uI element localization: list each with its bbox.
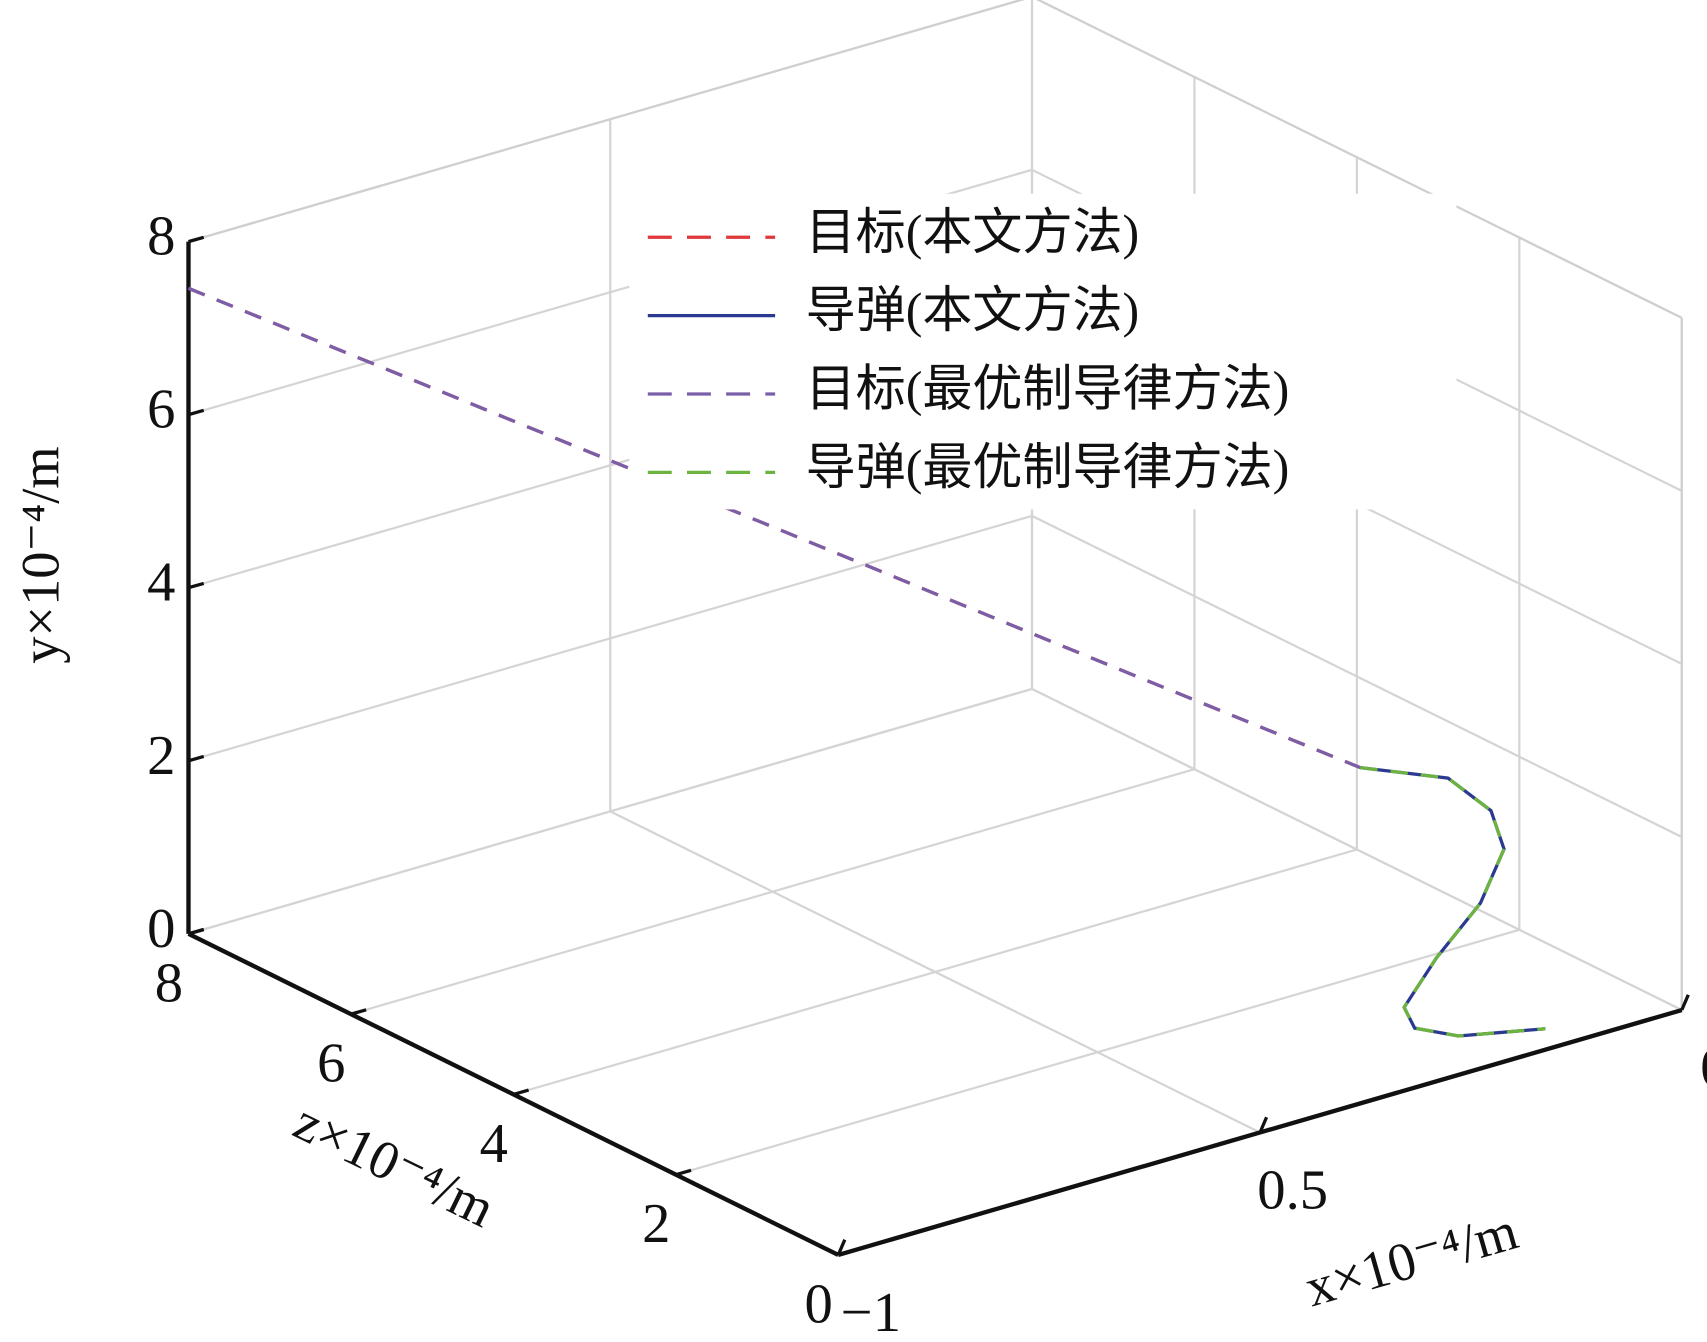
- z-tick: [837, 1249, 854, 1257]
- z-axis-title: z×10⁻⁴/m: [285, 1091, 504, 1239]
- z-tick: [675, 1168, 692, 1177]
- y-tick-label: 0: [147, 898, 175, 960]
- y-tick: [188, 927, 205, 936]
- y-tick: [188, 754, 205, 763]
- series-line: [1360, 766, 1546, 1038]
- x-tick: [1680, 994, 1690, 1011]
- legend-label: 目标(本文方法): [806, 204, 1140, 260]
- x-tick-label: 0.5: [1257, 1160, 1328, 1222]
- z-tick-label: 6: [317, 1033, 345, 1095]
- box-edge: [1036, 0, 1683, 319]
- x-tick-label: 0: [1700, 1037, 1707, 1099]
- y-tick-label: 4: [147, 552, 175, 614]
- legend-label: 目标(最优制导律方法): [806, 360, 1290, 416]
- z-tick-label: 4: [480, 1113, 508, 1175]
- z-tick: [350, 1008, 367, 1016]
- y-tick: [188, 581, 205, 590]
- y-axis-title: y×10⁻⁴/m: [10, 446, 70, 663]
- grid-line: [675, 928, 1520, 1176]
- z-tick: [512, 1088, 530, 1096]
- z-axis: [187, 931, 840, 1257]
- x-tick: [1258, 1116, 1269, 1134]
- grid-line: [350, 768, 1195, 1016]
- legend-label: 导弹(最优制导律方法): [806, 439, 1290, 495]
- y-tick: [188, 235, 205, 244]
- y-tick: [188, 408, 205, 417]
- x-axis-title: x×10⁻⁴/m: [1299, 1201, 1525, 1319]
- series-line: [1360, 766, 1546, 1038]
- x-tick-label: −1: [841, 1282, 901, 1342]
- grid-line: [513, 848, 1358, 1096]
- legend-label: 导弹(本文方法): [806, 282, 1140, 338]
- legend-box: [629, 193, 1457, 510]
- grid-line: [188, 687, 1033, 935]
- box-edge: [188, 0, 1025, 243]
- x-tick: [836, 1239, 847, 1256]
- y-tick-label: 6: [147, 379, 175, 441]
- grid-line: [188, 514, 1033, 762]
- y-tick-label: 8: [147, 206, 175, 268]
- z-tick-label: 0: [805, 1273, 833, 1335]
- y-tick-label: 2: [147, 725, 175, 787]
- z-tick-label: 2: [642, 1193, 670, 1255]
- z-tick-label: 8: [155, 952, 183, 1014]
